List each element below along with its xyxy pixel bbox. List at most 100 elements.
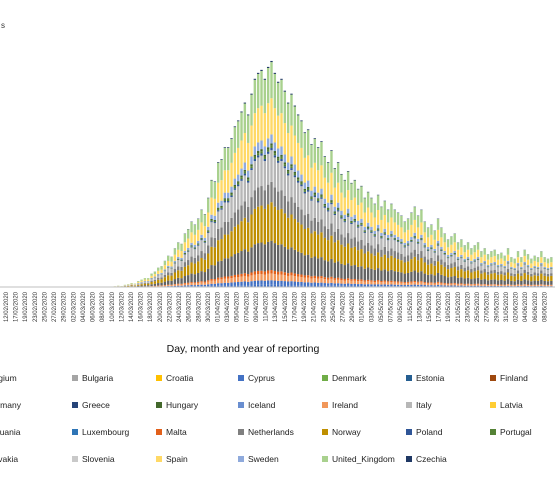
bar-segment-italy bbox=[210, 222, 212, 237]
bar-segment-united_kingdom bbox=[407, 219, 409, 230]
bar-segment-netherlands bbox=[350, 239, 352, 248]
bar-segment-malta bbox=[314, 276, 316, 278]
bar-segment-netherlands bbox=[320, 219, 322, 232]
bar-segment-norway bbox=[130, 285, 132, 286]
bar-segment-italy bbox=[174, 264, 176, 269]
bar-segment-portugal bbox=[334, 213, 336, 214]
bar-segment-italy bbox=[454, 255, 456, 262]
bar-segment-germany bbox=[300, 253, 302, 275]
bar-segment-netherlands bbox=[380, 250, 382, 257]
bar-segment-spain bbox=[164, 265, 166, 269]
bar-segment-sweden bbox=[194, 245, 196, 248]
bar-segment-spain bbox=[177, 250, 179, 257]
bar-segment-belgium bbox=[280, 281, 282, 285]
bar-segment-netherlands bbox=[227, 222, 229, 235]
bar-segment-spain bbox=[390, 217, 392, 230]
bar-segment-netherlands bbox=[543, 273, 545, 276]
bar-segment-portugal bbox=[347, 215, 349, 216]
bar-segment-norway bbox=[214, 247, 216, 265]
bar-segment-italy bbox=[523, 265, 525, 270]
bar-segment-netherlands bbox=[434, 261, 436, 266]
bar-segment-spain bbox=[257, 108, 259, 142]
bar-segment-germany bbox=[280, 244, 282, 271]
bar-segment-netherlands bbox=[247, 207, 249, 223]
bar-segment-poland bbox=[404, 247, 406, 248]
bar-segment-portugal bbox=[434, 252, 436, 253]
bar-segment-sweden bbox=[337, 203, 339, 208]
bar-segment-italy bbox=[450, 256, 452, 263]
legend-label: United_Kingdom bbox=[332, 454, 395, 464]
bar-segment-norway bbox=[174, 273, 176, 280]
bar-segment-netherlands bbox=[154, 280, 156, 281]
bar-segment-portugal bbox=[210, 220, 212, 221]
bar-segment-malta bbox=[454, 283, 456, 284]
bar-segment-sweden bbox=[504, 266, 506, 267]
bar-segment-malta bbox=[374, 281, 376, 282]
bar-segment-ireland bbox=[447, 284, 449, 285]
bar-segment-united_kingdom bbox=[480, 251, 482, 257]
bar-segment-poland bbox=[237, 185, 239, 187]
legend-swatch bbox=[322, 429, 328, 435]
bar-segment-germany bbox=[154, 284, 156, 286]
bar-segment-malta bbox=[357, 280, 359, 281]
bar-segment-hungary bbox=[430, 247, 432, 248]
bar-segment-belgium bbox=[317, 283, 319, 286]
bar-segment-netherlands bbox=[164, 275, 166, 277]
bar-segment-norway bbox=[424, 262, 426, 273]
bar-segment-hungary bbox=[324, 204, 326, 205]
bar-segment-sweden bbox=[440, 247, 442, 249]
bar-segment-netherlands bbox=[513, 274, 515, 277]
bar-segment-poland bbox=[210, 221, 212, 222]
legend-label: Spain bbox=[166, 454, 188, 464]
bar-segment-malta bbox=[297, 274, 299, 277]
bar-segment-germany bbox=[497, 280, 499, 284]
bar-segment-portugal bbox=[274, 153, 276, 155]
bar-segment-united_kingdom bbox=[234, 127, 236, 153]
bar-segment-belgium bbox=[270, 280, 272, 285]
bar-segment-netherlands bbox=[414, 250, 416, 257]
bar-segment-sweden bbox=[537, 267, 539, 268]
bar-segment-germany bbox=[244, 249, 246, 273]
bar-segment-poland bbox=[280, 159, 282, 161]
legend-swatch bbox=[406, 402, 412, 408]
bar-segment-italy bbox=[367, 229, 369, 242]
bar-segment-ireland bbox=[364, 282, 366, 285]
bar-segment-united_kingdom bbox=[510, 257, 512, 262]
bar-segment-norway bbox=[330, 236, 332, 259]
legend-item-cyprus: Cyprus bbox=[238, 373, 275, 383]
bar-segment-ireland bbox=[507, 285, 509, 286]
bar-segment-netherlands bbox=[437, 255, 439, 261]
bar-segment-germany bbox=[170, 281, 172, 285]
bar-segment-poland bbox=[354, 221, 356, 222]
legend-label: Malta bbox=[166, 427, 187, 437]
bar-segment-ireland bbox=[160, 286, 162, 287]
bar-segment-netherlands bbox=[244, 201, 246, 218]
bar-segment-italy bbox=[527, 267, 529, 272]
bar-segment-sweden bbox=[154, 277, 156, 278]
bar-segment-netherlands bbox=[144, 283, 146, 284]
bar-segment-netherlands bbox=[484, 269, 486, 272]
bar-segment-united_kingdom bbox=[460, 240, 462, 248]
x-tick-label: 14/03/2020 bbox=[129, 291, 135, 322]
bar-segment-czechia bbox=[277, 82, 279, 83]
bar-segment-hungary bbox=[410, 240, 412, 241]
bar-segment-hungary bbox=[210, 219, 212, 220]
x-tick-label: 22/03/2020 bbox=[167, 291, 173, 322]
bar-segment-poland bbox=[360, 225, 362, 226]
bar-segment-italy bbox=[307, 192, 309, 214]
bar-segment-spain bbox=[470, 255, 472, 261]
bar-segment-hungary bbox=[244, 170, 246, 172]
bar-segment-malta bbox=[394, 281, 396, 282]
bar-segment-hungary bbox=[300, 181, 302, 183]
bar-segment-italy bbox=[224, 202, 226, 222]
bar-segment-norway bbox=[384, 255, 386, 270]
bar-segment-ireland bbox=[284, 275, 286, 281]
bar-segment-hungary bbox=[250, 164, 252, 166]
bar-segment-czechia bbox=[340, 174, 342, 175]
bar-segment-norway bbox=[377, 252, 379, 268]
bar-segment-germany bbox=[157, 283, 159, 286]
bar-segment-hungary bbox=[377, 228, 379, 229]
bar-segment-netherlands bbox=[360, 240, 362, 249]
bar-segment-ireland bbox=[297, 277, 299, 282]
bar-segment-spain bbox=[547, 263, 549, 268]
